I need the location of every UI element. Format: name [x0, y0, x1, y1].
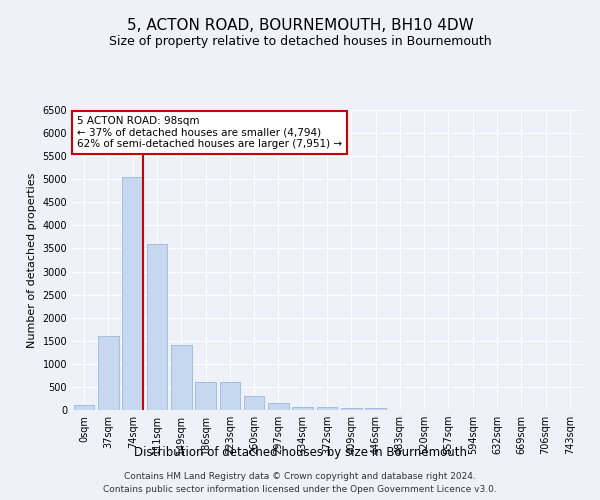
Y-axis label: Number of detached properties: Number of detached properties: [27, 172, 37, 348]
Bar: [317, 406, 337, 410]
Bar: [146, 244, 167, 410]
Text: Contains public sector information licensed under the Open Government Licence v3: Contains public sector information licen…: [103, 485, 497, 494]
Text: 5, ACTON ROAD, BOURNEMOUTH, BH10 4DW: 5, ACTON ROAD, BOURNEMOUTH, BH10 4DW: [127, 18, 473, 32]
Bar: [171, 346, 191, 410]
Bar: [74, 406, 94, 410]
Bar: [220, 382, 240, 410]
Bar: [268, 403, 289, 410]
Bar: [341, 408, 362, 410]
Text: Size of property relative to detached houses in Bournemouth: Size of property relative to detached ho…: [109, 35, 491, 48]
Text: 5 ACTON ROAD: 98sqm
← 37% of detached houses are smaller (4,794)
62% of semi-det: 5 ACTON ROAD: 98sqm ← 37% of detached ho…: [77, 116, 342, 149]
Bar: [292, 406, 313, 410]
Text: Distribution of detached houses by size in Bournemouth: Distribution of detached houses by size …: [133, 446, 467, 459]
Bar: [98, 336, 119, 410]
Bar: [122, 177, 143, 410]
Bar: [365, 408, 386, 410]
Bar: [195, 382, 216, 410]
Bar: [244, 396, 265, 410]
Text: Contains HM Land Registry data © Crown copyright and database right 2024.: Contains HM Land Registry data © Crown c…: [124, 472, 476, 481]
